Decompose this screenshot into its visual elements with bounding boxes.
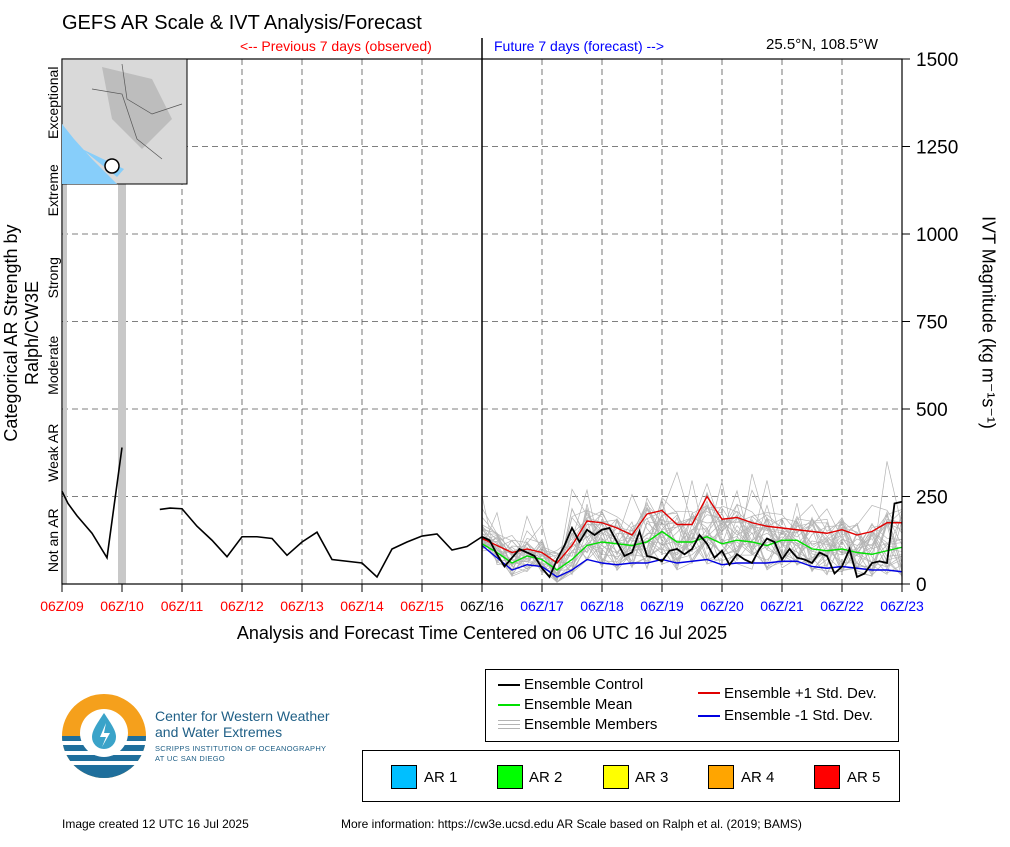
x-tick-label: 06Z/17 — [520, 598, 564, 614]
y-tick-label: 250 — [916, 488, 948, 509]
ar3-swatch — [603, 765, 629, 789]
y-axis-right-label: IVT Magnitude (kg m⁻¹s⁻¹) — [978, 216, 999, 429]
ar-category-label: Not an AR — [45, 508, 61, 572]
x-tick-label: 06Z/12 — [220, 598, 264, 614]
ensemble-member-line — [481, 503, 903, 577]
location-marker-icon — [104, 158, 120, 174]
legend-control-label: Ensemble Control — [524, 676, 644, 693]
ar5-swatch — [814, 765, 840, 789]
ar-category-label: Extreme — [45, 164, 61, 216]
observed-control-line — [159, 507, 483, 579]
x-tick-label: 06Z/14 — [340, 598, 384, 614]
inset-map-terrain — [102, 67, 172, 149]
x-tick-label: 06Z/23 — [880, 598, 924, 614]
logo-subtitle: SCRIPPS INSTITUTION OF OCEANOGRAPHY AT U… — [155, 744, 326, 764]
legend-members-label: Ensemble Members — [524, 716, 658, 733]
y-tick-label: 1000 — [916, 225, 958, 246]
x-tick-label: 06Z/13 — [280, 598, 324, 614]
previous-days-label: <-- Previous 7 days (observed) — [240, 38, 432, 54]
y-tick-label: 0 — [916, 575, 927, 596]
x-tick-label: 06Z/20 — [700, 598, 744, 614]
logo-line-4: AT UC SAN DIEGO — [155, 754, 226, 763]
more-info-note: More information: https://cw3e.ucsd.edu … — [341, 817, 802, 831]
ensemble-control-line — [481, 500, 903, 579]
image-created-note: Image created 12 UTC 16 Jul 2025 — [62, 817, 249, 831]
logo-line-1: Center for Western Weather — [155, 708, 330, 724]
ar4-swatch — [708, 765, 734, 789]
ivt-chart: 0 250 500 750 1000 1250 1500 06Z/09 06Z/10 06Z/11… — [40, 38, 958, 614]
ar-category-legend: AR 1 AR 2 AR 3 AR 4 AR 5 — [362, 750, 900, 802]
y-axis-left-label: Categorical AR Strength by Ralph/CW3E — [1, 224, 42, 442]
x-tick-label: 06Z/09 — [40, 598, 84, 614]
x-tick-label: 06Z/18 — [580, 598, 624, 614]
inset-map-ocean — [62, 124, 117, 184]
y-tick-label: 1250 — [916, 138, 958, 159]
ensemble-mean-line — [481, 530, 903, 571]
x-tick-label: 06Z/22 — [820, 598, 864, 614]
chart-title: GEFS AR Scale & IVT Analysis/Forecast — [62, 12, 422, 34]
location-label: 25.5°N, 108.5°W — [766, 36, 879, 53]
legend-mean-label: Ensemble Mean — [524, 696, 633, 713]
x-tick-label: 06Z/10 — [100, 598, 144, 614]
plus-std-line — [481, 495, 902, 564]
ensemble-member-line — [481, 504, 903, 583]
ar1-label: AR 1 — [424, 769, 458, 786]
observed-control-line — [61, 447, 123, 561]
ar-category-label: Strong — [45, 257, 61, 298]
y-tick-label: 1500 — [916, 50, 958, 71]
legend-control-swatch — [498, 684, 520, 686]
series-legend: Ensemble Control Ensemble Mean Ensemble … — [485, 669, 899, 742]
logo-line-2: and Water Extremes — [155, 724, 283, 740]
ar-category-label: Weak AR — [45, 424, 61, 482]
ensemble-member-line — [481, 515, 903, 583]
future-days-label: Future 7 days (forecast) --> — [494, 38, 665, 54]
x-tick-label: 06Z/19 — [640, 598, 684, 614]
legend-minus-std-label: Ensemble -1 Std. Dev. — [724, 707, 873, 724]
legend-plus-std-label: Ensemble +1 Std. Dev. — [724, 685, 877, 702]
inset-map-border — [91, 88, 163, 160]
legend-mean-swatch — [498, 704, 520, 706]
ar2-swatch — [497, 765, 523, 789]
x-tick-label: 06Z/11 — [161, 598, 204, 614]
ar3-label: AR 3 — [635, 769, 669, 786]
ar5-label: AR 5 — [847, 769, 881, 786]
legend-members-swatch — [498, 718, 520, 730]
x-tick-label: 06Z/16 — [460, 598, 504, 614]
legend-plus-std-swatch — [698, 692, 720, 694]
y-tick-label: 500 — [916, 400, 948, 421]
ar1-swatch — [391, 765, 417, 789]
ar2-label: AR 2 — [529, 769, 563, 786]
ar4-label: AR 4 — [741, 769, 775, 786]
ar-category-label: Exceptional — [45, 67, 61, 139]
shaded-time-band — [118, 59, 126, 584]
inset-map-border — [121, 63, 183, 115]
logo-org-name: Center for Western Weather and Water Ext… — [155, 708, 330, 740]
ensemble-member-line — [481, 508, 903, 575]
shaded-time-strip — [63, 59, 67, 584]
legend-minus-std-swatch — [698, 715, 720, 717]
logo-line-3: SCRIPPS INSTITUTION OF OCEANOGRAPHY — [155, 744, 327, 753]
x-tick-label: 06Z/21 — [760, 598, 804, 614]
ensemble-member-line — [481, 504, 903, 576]
ar-category-label: Moderate — [45, 335, 61, 394]
cw3e-logo-icon — [62, 694, 146, 778]
x-axis-label: Analysis and Forecast Time Centered on 0… — [236, 623, 728, 643]
x-tick-label: 06Z/15 — [400, 598, 444, 614]
y-tick-label: 750 — [916, 313, 948, 334]
